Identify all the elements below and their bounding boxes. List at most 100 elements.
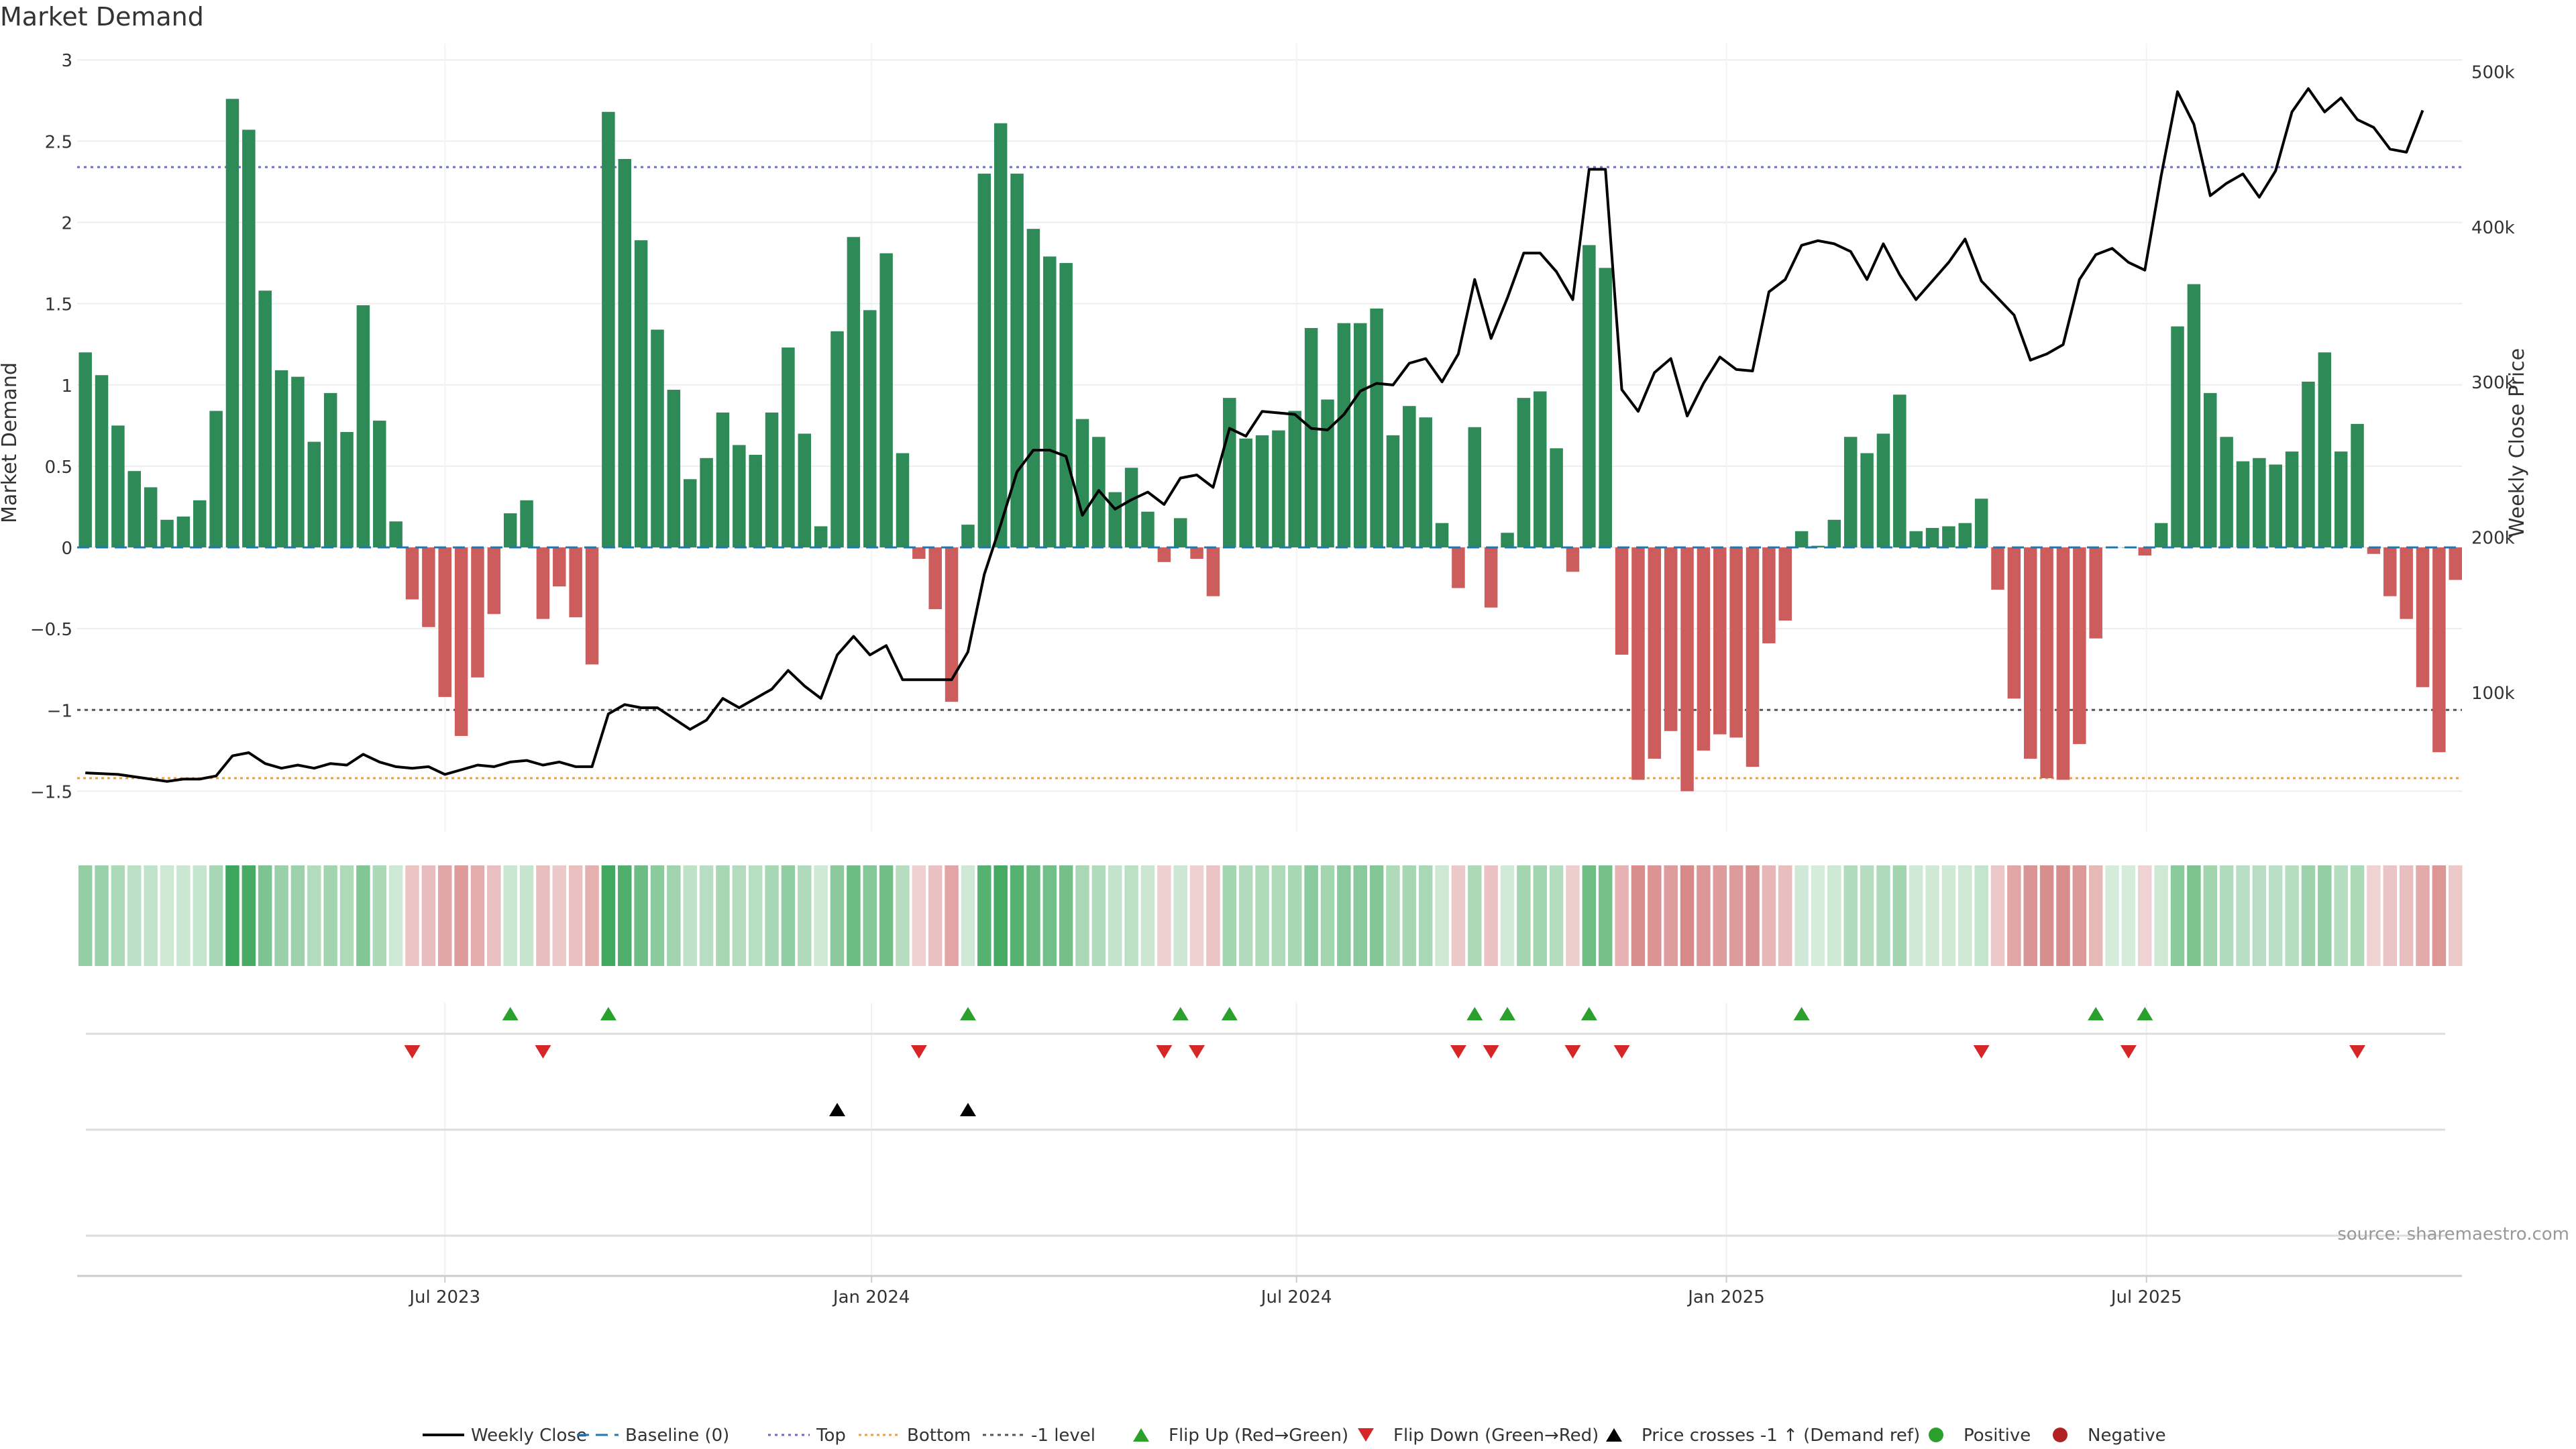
demand-bar <box>1925 527 1939 548</box>
heat-cell <box>1173 865 1187 966</box>
heat-cell <box>1288 865 1302 966</box>
demand-bar <box>1108 492 1122 548</box>
demand-bar <box>193 500 207 548</box>
heat-cell <box>1566 865 1580 966</box>
demand-bar <box>2056 547 2070 780</box>
demand-bar <box>1435 523 1449 548</box>
demand-bar <box>2351 423 2364 548</box>
heat-cell <box>1549 865 1564 966</box>
heat-cell <box>323 865 337 966</box>
demand-bar <box>1255 435 1269 548</box>
heat-cell <box>1500 865 1515 966</box>
demand-bar <box>2171 326 2184 548</box>
heat-cell <box>290 865 305 966</box>
legend-label: Flip Down (Green→Red) <box>1393 1426 1599 1446</box>
demand-bar <box>242 129 256 548</box>
heat-cell <box>2138 865 2152 966</box>
demand-bar <box>1534 391 1547 548</box>
heat-cell <box>274 865 288 966</box>
heat-cell <box>1353 865 1367 966</box>
flip-down-marker <box>535 1045 551 1059</box>
demand-bar <box>1811 545 1825 548</box>
flip-up-marker <box>1580 1007 1597 1020</box>
demand-bar <box>2187 284 2201 548</box>
demand-bar <box>749 454 762 548</box>
heat-cell <box>1990 865 2005 966</box>
demand-bar <box>1321 399 1334 548</box>
demand-bar <box>1353 323 1367 548</box>
demand-bar <box>2253 458 2266 548</box>
flip-up-marker <box>959 1007 976 1020</box>
demand-bar <box>1304 327 1318 548</box>
heat-cell <box>568 865 583 966</box>
chart-title: Market Demand <box>0 2 204 32</box>
heat-cell <box>356 865 370 966</box>
heat-cell <box>1484 865 1498 966</box>
legend-item-positive: Positive <box>1929 1426 2031 1446</box>
demand-bar <box>912 547 926 559</box>
demand-bar <box>1909 531 1923 548</box>
flip-up-marker <box>1499 1007 1516 1020</box>
source-note: source: sharemaestro.com <box>2337 1224 2569 1244</box>
heat-cell <box>1402 865 1417 966</box>
y-tick-label: −0.5 <box>30 620 72 640</box>
heat-cell <box>863 865 877 966</box>
legend-label: Baseline (0) <box>625 1426 729 1446</box>
demand-bar <box>1403 406 1416 548</box>
demand-bar <box>1386 435 1400 548</box>
demand-bar <box>160 519 174 548</box>
heat-cell <box>912 865 926 966</box>
heat-cell <box>994 865 1008 966</box>
legend-item-baseline: Baseline (0) <box>577 1426 729 1446</box>
heat-cell <box>1762 865 1776 966</box>
legend-item-top: Top <box>768 1426 846 1446</box>
heat-cell <box>2285 865 2299 966</box>
demand-bar <box>1778 547 1792 621</box>
demand-bar <box>536 547 550 619</box>
demand-bar <box>1729 547 1743 738</box>
demand-bar <box>2023 547 2037 759</box>
y2-axis-label: Weekly Close Price <box>2506 348 2529 537</box>
demand-bar <box>2383 547 2397 596</box>
demand-bar <box>1517 398 1531 548</box>
demand-bar <box>618 159 632 548</box>
demand-bar <box>700 458 713 548</box>
x-tick-label: Jul 2025 <box>2110 1287 2182 1307</box>
heat-cell <box>2383 865 2398 966</box>
demand-bar <box>830 331 844 548</box>
flip-up-marker <box>600 1007 616 1020</box>
heat-cell <box>798 865 812 966</box>
demand-bar <box>2285 451 2299 548</box>
heat-cell <box>618 865 632 966</box>
demand-bar <box>716 412 730 548</box>
heat-cell <box>1222 865 1237 966</box>
y2-tick-label: 500k <box>2471 63 2515 83</box>
demand-heat-strip <box>78 865 2463 966</box>
demand-bar <box>78 352 92 548</box>
legend-swatch <box>1929 1428 1943 1442</box>
demand-bar <box>274 370 288 548</box>
demand-bar <box>520 500 533 548</box>
heat-cell <box>421 865 436 966</box>
heat-cell <box>1075 865 1089 966</box>
demand-bar <box>814 526 828 548</box>
legend-item-negative: Negative <box>2053 1426 2166 1446</box>
demand-bar <box>438 547 451 697</box>
flip-down-marker <box>910 1045 927 1059</box>
demand-bar <box>487 547 501 614</box>
demand-bar <box>2073 547 2086 745</box>
heat-cell <box>1582 865 1597 966</box>
x-tick-label: Jul 2023 <box>408 1287 480 1307</box>
demand-bar <box>1582 245 1596 548</box>
heat-cell <box>2121 865 2136 966</box>
demand-bar <box>340 432 354 548</box>
demand-bar <box>1288 411 1302 548</box>
heat-cell <box>699 865 714 966</box>
heat-cell <box>1533 865 1547 966</box>
heat-cell <box>748 865 763 966</box>
heat-cell <box>1206 865 1220 966</box>
demand-bar <box>2204 392 2217 548</box>
demand-bar <box>945 547 959 702</box>
legend-item-minus-one: -1 level <box>983 1426 1095 1446</box>
heat-cell <box>1517 865 1531 966</box>
